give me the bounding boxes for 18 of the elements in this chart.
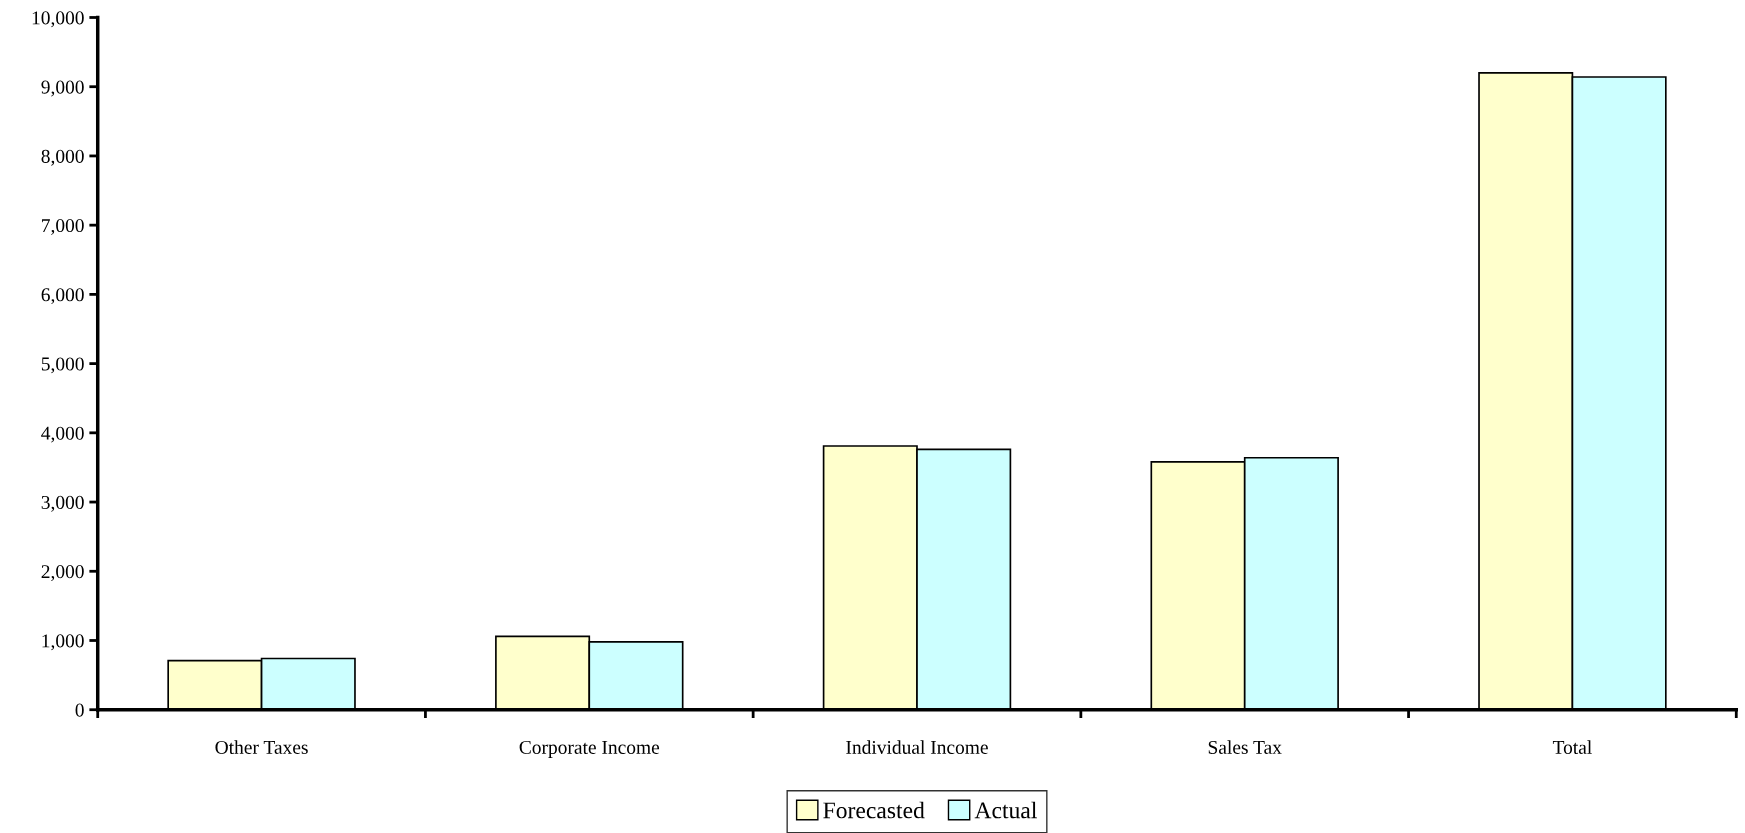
legend-label: Forecasted bbox=[823, 801, 925, 819]
y-tick-label: 5,000 bbox=[41, 357, 84, 374]
y-tick-label: 1,000 bbox=[42, 634, 84, 651]
y-tick-label: 8,000 bbox=[41, 149, 84, 166]
x-tick-label: Corporate Income bbox=[519, 740, 660, 758]
y-tick-label: 10,000 bbox=[32, 11, 84, 28]
y-tick-label: 2,000 bbox=[41, 565, 84, 582]
x-tick-label: Total bbox=[1552, 740, 1592, 754]
x-tick-label: Other Taxes bbox=[215, 740, 308, 754]
x-tick-label: Sales Tax bbox=[1208, 740, 1282, 754]
y-tick-label: 6,000 bbox=[41, 288, 84, 305]
y-tick-label: 9,000 bbox=[41, 80, 84, 97]
x-tick-label: Individual Income bbox=[846, 740, 988, 754]
y-tick-label: 4,000 bbox=[41, 426, 84, 443]
legend-label: Actual bbox=[974, 801, 1037, 819]
y-tick-label: 0 bbox=[75, 703, 84, 717]
y-tick-label: 7,000 bbox=[42, 218, 84, 235]
y-tick-label: 3,000 bbox=[41, 495, 84, 512]
